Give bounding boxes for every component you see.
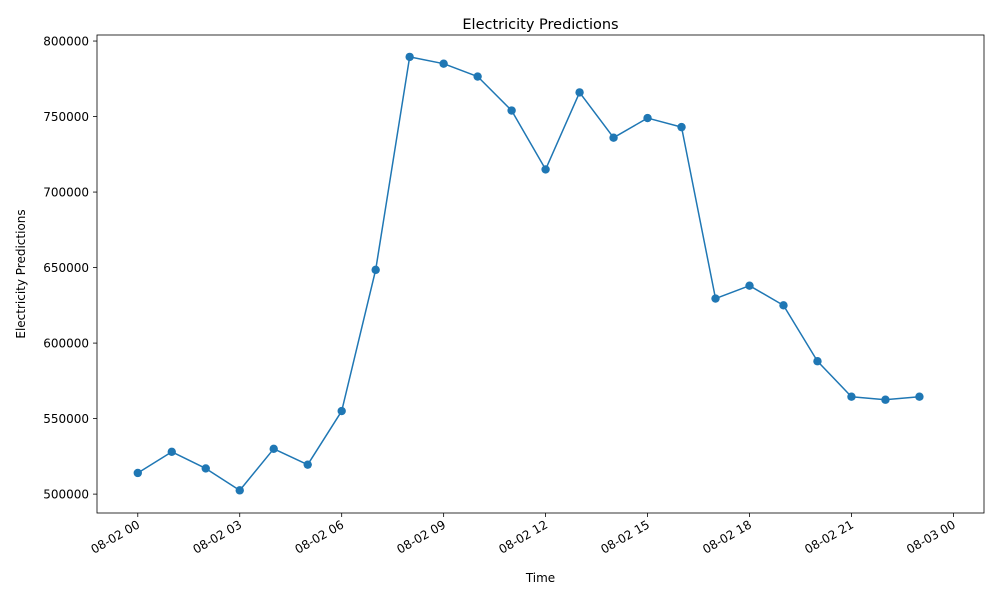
x-tick-label: 08-02 06 (292, 517, 346, 556)
y-tick-label: 700000 (43, 186, 89, 200)
y-tick-label: 800000 (43, 35, 89, 49)
data-point (881, 395, 890, 404)
data-point (405, 52, 414, 62)
x-tick-label: 08-02 12 (496, 517, 550, 556)
data-point (473, 72, 482, 81)
y-tick-label: 750000 (43, 110, 89, 124)
data-point (677, 122, 686, 132)
data-point (541, 165, 550, 174)
y-tick-label: 600000 (43, 337, 89, 351)
x-tick-label: 08-02 18 (700, 517, 754, 556)
data-point (303, 460, 312, 469)
data-point (745, 281, 754, 290)
x-tick-label: 08-02 03 (191, 517, 245, 556)
y-tick-label: 550000 (43, 412, 89, 426)
data-point (813, 357, 822, 366)
data-point (235, 486, 244, 495)
data-point (643, 113, 652, 123)
x-axis-label: Time (525, 571, 555, 585)
data-point (133, 468, 142, 478)
data-point (201, 464, 210, 473)
x-tick-label: 08-02 21 (802, 517, 856, 556)
data-point (779, 301, 788, 310)
data-point (337, 406, 346, 416)
x-tick-label: 08-02 00 (89, 517, 143, 556)
plot-area (96, 34, 985, 514)
data-point (847, 392, 856, 401)
data-point (371, 265, 380, 275)
data-point (439, 59, 448, 68)
series-layer (133, 52, 924, 495)
x-tick-label: 08-03 00 (904, 517, 958, 556)
y-tick-label: 500000 (43, 488, 89, 502)
y-tick-label: 650000 (43, 261, 89, 275)
data-point (269, 444, 278, 454)
data-point (609, 133, 618, 142)
data-point (167, 447, 176, 457)
data-point (915, 392, 924, 401)
data-point (507, 106, 516, 115)
chart-title: Electricity Predictions (462, 17, 618, 33)
data-point (575, 88, 584, 97)
series-line (137, 56, 920, 492)
y-axis-label: Electricity Predictions (14, 209, 28, 338)
x-tick-label: 08-02 09 (394, 517, 448, 556)
y-axis: 500000 550000 600000 650000 700000 750000 8000… (43, 35, 97, 502)
x-tick-label: 08-02 15 (598, 517, 652, 556)
x-axis: 08-02 00 08-02 03 08-02 06 08-02 09 08-02 12… (89, 513, 958, 557)
data-point (711, 294, 720, 303)
